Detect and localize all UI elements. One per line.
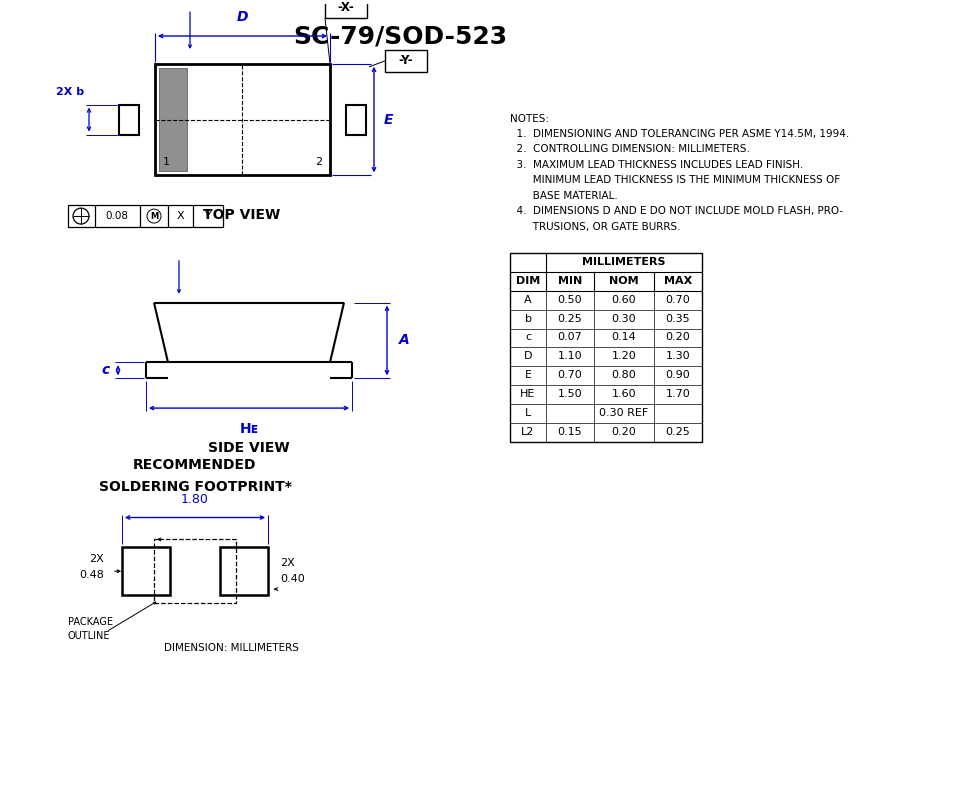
Text: 1.10: 1.10 xyxy=(558,352,582,361)
Text: Hᴇ: Hᴇ xyxy=(239,422,259,436)
Text: 0.70: 0.70 xyxy=(666,295,690,305)
Text: 0.90: 0.90 xyxy=(666,370,690,380)
Text: SC-79/SOD-523: SC-79/SOD-523 xyxy=(293,24,507,48)
Text: 3.  MAXIMUM LEAD THICKNESS INCLUDES LEAD FINISH.: 3. MAXIMUM LEAD THICKNESS INCLUDES LEAD … xyxy=(510,160,803,170)
Text: 1.50: 1.50 xyxy=(558,389,582,399)
Text: -X-: -X- xyxy=(338,1,354,14)
Text: 0.48: 0.48 xyxy=(79,570,104,580)
Text: MINIMUM LEAD THICKNESS IS THE MINIMUM THICKNESS OF: MINIMUM LEAD THICKNESS IS THE MINIMUM TH… xyxy=(510,175,841,185)
Text: L2: L2 xyxy=(521,427,535,437)
Text: OUTLINE: OUTLINE xyxy=(68,631,111,641)
Text: 1.30: 1.30 xyxy=(666,352,690,361)
Bar xyxy=(159,68,187,172)
Text: Y: Y xyxy=(205,211,211,221)
Text: 2X: 2X xyxy=(280,558,294,569)
Text: 0.40: 0.40 xyxy=(280,574,305,584)
Text: MILLIMETERS: MILLIMETERS xyxy=(582,257,666,266)
Text: b: b xyxy=(525,313,532,323)
Text: c: c xyxy=(525,332,531,343)
Text: 0.70: 0.70 xyxy=(558,370,582,380)
Text: BASE MATERIAL.: BASE MATERIAL. xyxy=(510,190,618,201)
Text: L: L xyxy=(525,408,531,418)
Text: 1.20: 1.20 xyxy=(612,352,636,361)
Text: 4.  DIMENSIONS D AND E DO NOT INCLUDE MOLD FLASH, PRO-: 4. DIMENSIONS D AND E DO NOT INCLUDE MOL… xyxy=(510,206,843,216)
Text: PACKAGE: PACKAGE xyxy=(68,617,113,627)
Text: 0.80: 0.80 xyxy=(612,370,636,380)
Text: 0.20: 0.20 xyxy=(666,332,690,343)
Text: 0.25: 0.25 xyxy=(558,313,582,323)
Text: 1.80: 1.80 xyxy=(181,492,209,505)
Text: D: D xyxy=(524,352,533,361)
Text: RECOMMENDED: RECOMMENDED xyxy=(133,458,257,471)
Text: TRUSIONS, OR GATE BURRS.: TRUSIONS, OR GATE BURRS. xyxy=(510,222,680,232)
Text: -Y-: -Y- xyxy=(399,54,413,67)
Bar xyxy=(122,548,170,595)
Text: D: D xyxy=(236,10,248,24)
Text: MAX: MAX xyxy=(664,275,692,286)
Bar xyxy=(220,548,268,595)
Text: 2: 2 xyxy=(315,157,322,168)
Text: NOM: NOM xyxy=(609,275,639,286)
Text: 1.70: 1.70 xyxy=(666,389,690,399)
Text: A: A xyxy=(524,295,532,305)
Text: DIM: DIM xyxy=(516,275,540,286)
Text: 0.60: 0.60 xyxy=(612,295,636,305)
Text: 1.60: 1.60 xyxy=(612,389,636,399)
Text: 0.20: 0.20 xyxy=(612,427,636,437)
Text: X: X xyxy=(177,211,183,221)
Text: SOLDERING FOOTPRINT*: SOLDERING FOOTPRINT* xyxy=(98,480,291,493)
Text: SIDE VIEW: SIDE VIEW xyxy=(208,441,290,455)
Bar xyxy=(154,539,236,603)
Text: DIMENSION: MILLIMETERS: DIMENSION: MILLIMETERS xyxy=(164,643,299,653)
Text: 0.30: 0.30 xyxy=(612,313,636,323)
Text: NOTES:: NOTES: xyxy=(510,113,549,124)
Text: HE: HE xyxy=(520,389,536,399)
Text: 0.07: 0.07 xyxy=(558,332,582,343)
Text: M: M xyxy=(150,211,158,220)
Bar xyxy=(346,104,366,134)
Text: MIN: MIN xyxy=(558,275,582,286)
Text: 0.14: 0.14 xyxy=(612,332,636,343)
Bar xyxy=(385,50,427,72)
Text: 0.50: 0.50 xyxy=(558,295,582,305)
Text: 2.  CONTROLLING DIMENSION: MILLIMETERS.: 2. CONTROLLING DIMENSION: MILLIMETERS. xyxy=(510,144,750,155)
Bar xyxy=(510,253,702,442)
Text: 0.25: 0.25 xyxy=(666,427,690,437)
Text: 2X: 2X xyxy=(89,554,104,565)
Text: E: E xyxy=(525,370,532,380)
Bar xyxy=(68,205,223,227)
Text: c: c xyxy=(101,364,110,377)
Bar xyxy=(155,64,330,175)
Text: A: A xyxy=(399,334,410,347)
Text: 0.30 REF: 0.30 REF xyxy=(599,408,648,418)
Bar xyxy=(119,104,139,134)
Text: TOP VIEW: TOP VIEW xyxy=(204,208,281,222)
Text: 2X b: 2X b xyxy=(56,87,84,96)
Bar xyxy=(325,0,367,18)
Text: 1: 1 xyxy=(163,157,170,168)
Text: 0.35: 0.35 xyxy=(666,313,690,323)
Text: E: E xyxy=(384,113,394,126)
Text: 0.15: 0.15 xyxy=(558,427,582,437)
Text: 1.  DIMENSIONING AND TOLERANCING PER ASME Y14.5M, 1994.: 1. DIMENSIONING AND TOLERANCING PER ASME… xyxy=(510,129,849,139)
Text: 0.08: 0.08 xyxy=(105,211,128,221)
